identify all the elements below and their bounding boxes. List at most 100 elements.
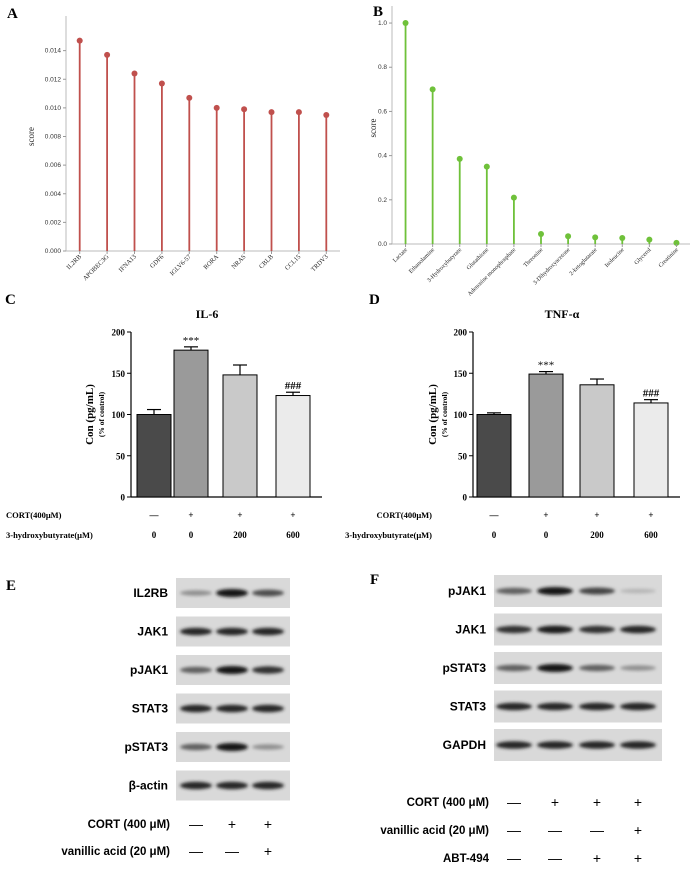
protein-band xyxy=(537,625,573,634)
condition-value: — xyxy=(189,843,203,859)
x-tick-label: Ethanolamine xyxy=(408,247,436,275)
y-axis-sublabel: (% of control) xyxy=(440,391,449,437)
condition-value: — xyxy=(489,510,500,520)
y-tick-label: 150 xyxy=(112,369,126,379)
y-tick-label: 0 xyxy=(463,493,468,503)
protein-band xyxy=(537,587,573,595)
protein-band xyxy=(496,741,532,749)
condition-value: + xyxy=(594,510,599,520)
significance-marker: *** xyxy=(183,335,200,347)
protein-band xyxy=(216,704,248,713)
x-tick-label: GDF6 xyxy=(149,253,166,270)
protein-label: pSTAT3 xyxy=(442,661,486,675)
data-point xyxy=(646,236,653,243)
protein-band xyxy=(252,627,284,636)
panel-B xyxy=(389,6,690,247)
protein-label: STAT3 xyxy=(132,702,169,716)
protein-band xyxy=(620,665,656,671)
protein-band xyxy=(216,627,248,636)
panel-label: F xyxy=(370,572,379,588)
y-tick-label: 50 xyxy=(458,451,468,461)
bar xyxy=(476,414,512,498)
protein-label: pSTAT3 xyxy=(124,740,168,754)
x-tick-label: Glycerol xyxy=(634,247,653,266)
x-tick-label: 2-ketoglutarate xyxy=(569,247,599,277)
x-tick-label: NRAS xyxy=(230,253,247,270)
chart-title: TNF-α xyxy=(545,307,580,321)
condition-value: + xyxy=(634,794,642,810)
protein-band xyxy=(537,664,573,672)
condition-value: 600 xyxy=(286,530,300,540)
y-tick-label: 200 xyxy=(454,328,468,338)
condition-value: + xyxy=(264,816,272,832)
condition-value: — xyxy=(590,822,604,838)
data-point xyxy=(295,109,302,116)
protein-band xyxy=(620,741,656,749)
x-tick-label: Isoleucine xyxy=(604,247,626,269)
protein-band xyxy=(496,587,532,595)
protein-band xyxy=(579,741,615,749)
x-tick-label: TRDV3 xyxy=(310,253,330,273)
protein-band xyxy=(579,625,615,634)
condition-label: ABT-494 xyxy=(443,853,490,865)
protein-label: STAT3 xyxy=(450,700,487,714)
x-tick-label: CBLB xyxy=(258,253,275,270)
condition-value: + xyxy=(543,510,548,520)
protein-band xyxy=(620,702,656,711)
condition-value: + xyxy=(593,850,601,866)
condition-value: — xyxy=(225,843,239,859)
y-axis-label: Con (pg/mL) xyxy=(427,384,439,445)
condition-value: + xyxy=(634,822,642,838)
x-tick-label: Glutathione xyxy=(466,247,491,272)
protein-band xyxy=(252,704,284,713)
protein-band xyxy=(180,666,212,674)
data-point xyxy=(323,112,330,119)
condition-value: 600 xyxy=(644,530,658,540)
y-tick-label: 150 xyxy=(454,369,468,379)
protein-band xyxy=(252,666,284,674)
protein-band xyxy=(252,781,284,790)
x-tick-label: Threonine xyxy=(523,247,545,269)
y-tick-label: 100 xyxy=(112,410,126,420)
x-tick-label: IGLV6-57 xyxy=(169,253,193,277)
condition-value: 0 xyxy=(152,530,157,540)
panel-label: A xyxy=(7,6,18,22)
y-tick-label: 0.0 xyxy=(378,241,387,248)
data-point xyxy=(429,86,436,93)
panel-label: D xyxy=(369,292,380,308)
condition-value: 200 xyxy=(590,530,604,540)
condition-value: + xyxy=(634,850,642,866)
condition-value: 0 xyxy=(189,530,194,540)
protein-band xyxy=(252,589,284,597)
condition-value: — xyxy=(507,822,521,838)
condition-label: 3-hydroxybutyrate(μM) xyxy=(345,530,432,540)
x-tick-label: Adenosine monophosphate xyxy=(467,247,518,298)
bar xyxy=(579,384,615,498)
y-tick-label: 0.000 xyxy=(45,248,62,255)
y-tick-label: 0.006 xyxy=(45,162,62,169)
condition-value: — xyxy=(507,850,521,866)
protein-label: β-actin xyxy=(129,779,168,793)
protein-band xyxy=(180,590,212,596)
data-point xyxy=(104,51,111,58)
protein-label: pJAK1 xyxy=(130,663,168,677)
data-point xyxy=(456,155,463,162)
protein-band xyxy=(496,625,532,634)
condition-value: 200 xyxy=(233,530,247,540)
y-tick-label: 50 xyxy=(116,451,126,461)
data-point xyxy=(131,70,138,77)
y-tick-label: 100 xyxy=(454,410,468,420)
data-point xyxy=(538,231,544,238)
protein-band xyxy=(496,702,532,711)
protein-band xyxy=(579,702,615,711)
y-axis-label: score xyxy=(368,119,378,138)
bar xyxy=(275,395,311,498)
protein-band xyxy=(537,702,573,711)
significance-marker: ### xyxy=(643,388,660,400)
x-tick-label: APOBEC3G xyxy=(82,253,111,282)
y-tick-label: 0.2 xyxy=(378,197,387,204)
condition-value: — xyxy=(548,850,562,866)
y-tick-label: 0.010 xyxy=(45,105,62,112)
condition-value: + xyxy=(593,794,601,810)
protein-band xyxy=(216,743,248,751)
